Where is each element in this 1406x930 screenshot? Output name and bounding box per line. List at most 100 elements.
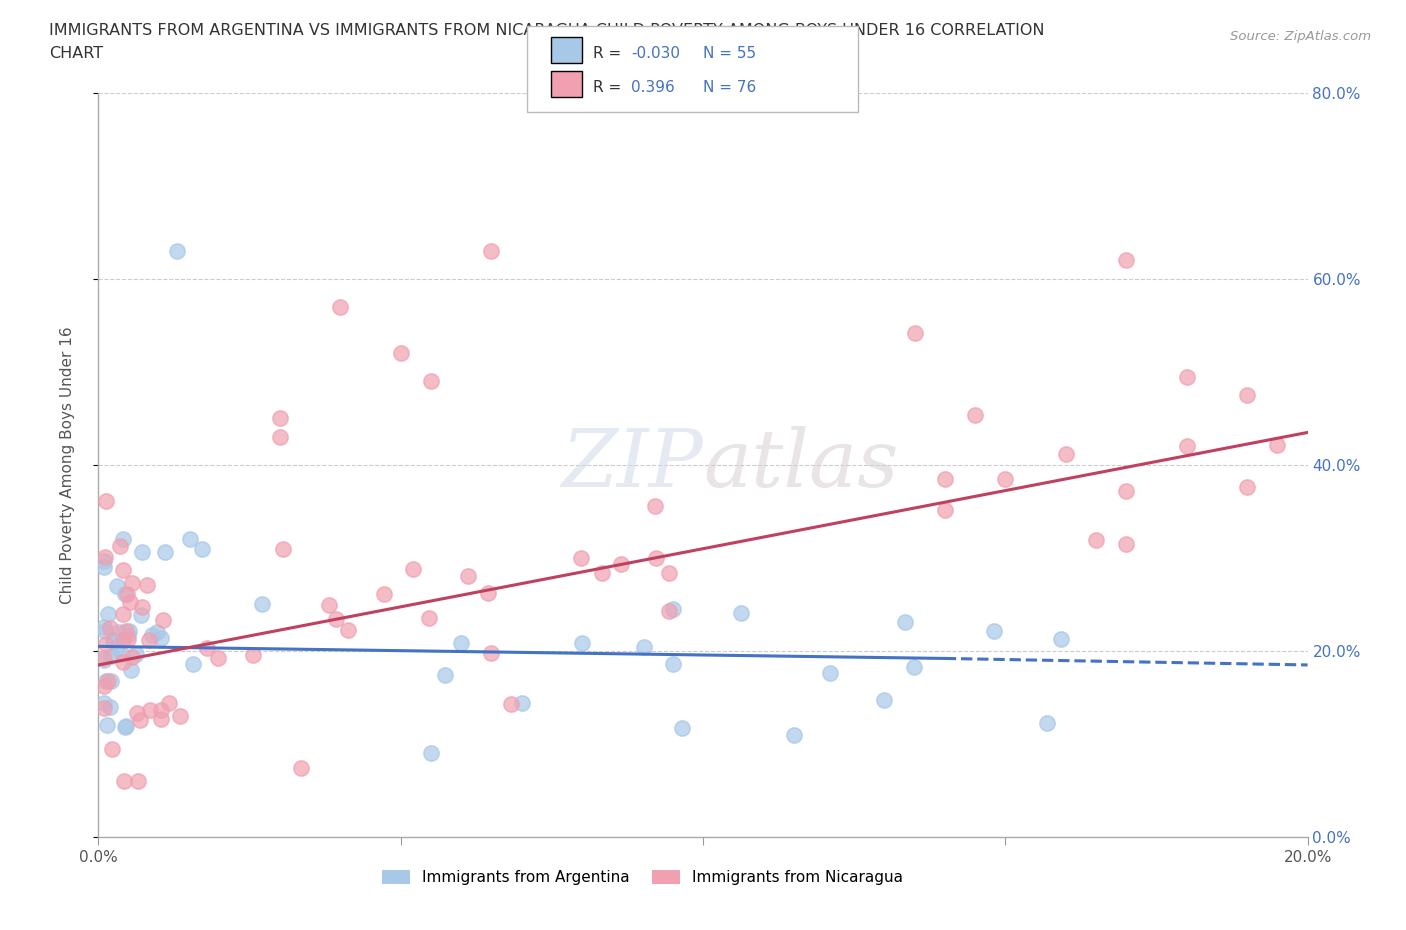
- Point: [112, 655, 135, 670]
- Point: [903, 659, 925, 674]
- Text: IMMIGRANTS FROM ARGENTINA VS IMMIGRANTS FROM NICARAGUA CHILD POVERTY AMONG BOYS : IMMIGRANTS FROM ARGENTINA VS IMMIGRANTS …: [49, 23, 1045, 38]
- Point: [477, 586, 499, 601]
- Point: [325, 611, 347, 626]
- Point: [118, 595, 141, 610]
- Point: [457, 569, 479, 584]
- Point: [114, 719, 136, 734]
- Point: [98, 620, 121, 635]
- Point: [783, 727, 806, 742]
- Point: [146, 624, 169, 639]
- Point: [242, 647, 264, 662]
- Text: N = 55: N = 55: [703, 46, 756, 61]
- Point: [181, 657, 204, 671]
- Point: [1115, 537, 1137, 551]
- Point: [96, 717, 118, 732]
- Point: [94, 674, 117, 689]
- Point: [121, 650, 143, 665]
- Point: [1236, 479, 1258, 494]
- Point: [157, 696, 180, 711]
- Point: [389, 346, 412, 361]
- Point: [1115, 484, 1137, 498]
- Point: [125, 706, 148, 721]
- Point: [93, 559, 115, 574]
- Point: [450, 635, 472, 650]
- Point: [138, 632, 160, 647]
- Point: [501, 697, 523, 711]
- Point: [329, 299, 352, 314]
- Point: [671, 721, 693, 736]
- Text: 0.396: 0.396: [631, 80, 675, 96]
- Point: [820, 666, 842, 681]
- Text: -0.030: -0.030: [631, 46, 681, 61]
- Point: [101, 632, 124, 647]
- Point: [93, 619, 115, 634]
- Point: [169, 709, 191, 724]
- Point: [373, 587, 395, 602]
- Point: [420, 374, 443, 389]
- Point: [118, 623, 141, 638]
- Point: [93, 653, 115, 668]
- Point: [96, 494, 118, 509]
- Point: [661, 602, 683, 617]
- Point: [153, 544, 176, 559]
- Point: [191, 541, 214, 556]
- Point: [591, 565, 613, 580]
- Point: [420, 746, 443, 761]
- Point: [115, 624, 138, 639]
- Point: [965, 407, 987, 422]
- Point: [273, 542, 295, 557]
- Point: [569, 551, 592, 565]
- Point: [195, 640, 218, 655]
- Legend: Immigrants from Argentina, Immigrants from Nicaragua: Immigrants from Argentina, Immigrants fr…: [374, 862, 911, 893]
- Point: [336, 623, 359, 638]
- Point: [269, 430, 291, 445]
- Text: N = 76: N = 76: [703, 80, 756, 96]
- Point: [1175, 369, 1198, 384]
- Point: [152, 613, 174, 628]
- Point: [1036, 715, 1059, 730]
- Point: [96, 636, 118, 651]
- Point: [127, 774, 149, 789]
- Point: [402, 561, 425, 576]
- Point: [149, 631, 172, 645]
- Point: [111, 632, 134, 647]
- Text: ZIP: ZIP: [561, 426, 703, 504]
- Text: Source: ZipAtlas.com: Source: ZipAtlas.com: [1230, 30, 1371, 43]
- Point: [135, 578, 157, 592]
- Point: [730, 605, 752, 620]
- Point: [150, 702, 173, 717]
- Point: [94, 549, 117, 564]
- Point: [571, 636, 593, 651]
- Point: [93, 651, 115, 666]
- Point: [139, 702, 162, 717]
- Point: [97, 673, 120, 688]
- Point: [433, 668, 456, 683]
- Point: [121, 576, 143, 591]
- Point: [114, 586, 136, 601]
- Point: [644, 498, 666, 513]
- Point: [658, 565, 681, 580]
- Text: R =: R =: [593, 80, 631, 96]
- Point: [1050, 632, 1073, 647]
- Point: [934, 502, 956, 517]
- Point: [128, 712, 150, 727]
- Point: [103, 633, 125, 648]
- Point: [115, 586, 138, 601]
- Point: [117, 628, 139, 643]
- Point: [112, 774, 135, 789]
- Point: [1115, 253, 1137, 268]
- Point: [108, 625, 131, 640]
- Point: [610, 556, 633, 571]
- Point: [645, 551, 668, 565]
- Y-axis label: Child Poverty Among Boys Under 16: Child Poverty Among Boys Under 16: [60, 326, 75, 604]
- Point: [93, 679, 115, 694]
- Point: [252, 596, 274, 611]
- Point: [269, 411, 291, 426]
- Point: [994, 472, 1017, 486]
- Point: [125, 646, 148, 661]
- Point: [934, 472, 956, 486]
- Point: [131, 545, 153, 560]
- Point: [101, 741, 124, 756]
- Point: [120, 663, 142, 678]
- Point: [166, 244, 188, 259]
